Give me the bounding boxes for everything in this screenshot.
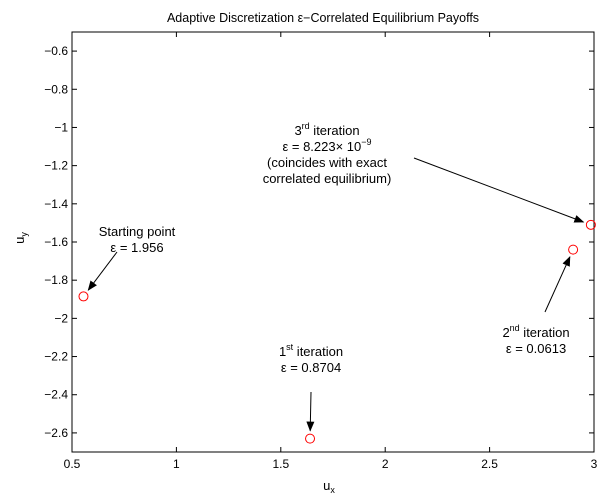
- y-tick-label: −0.6: [44, 44, 68, 58]
- tick-labels: 0.5 1 1.5 2 2.5 3 −0.6 −0.8 −1 −1.2 −1.4 −1.6 −1.8 −2…: [44, 44, 597, 471]
- y-tick-label: −2.2: [44, 350, 68, 364]
- axes: [71, 31, 595, 453]
- y-tick-label: −0.8: [44, 82, 68, 96]
- x-tick-label: 2: [382, 457, 389, 471]
- x-tick-label: 3: [591, 457, 598, 471]
- y-axis-label: uy: [12, 232, 29, 244]
- data-point: [585, 219, 596, 230]
- annotation-line: 3rd iteration: [294, 121, 359, 138]
- annotation-arrow: [306, 391, 315, 432]
- y-tick-label: −1.6: [44, 235, 68, 249]
- x-axis-label: ux: [323, 478, 335, 494]
- annotation-arrow: [544, 256, 571, 313]
- y-tick-label: −2: [54, 311, 68, 325]
- y-tick-label: −2.4: [44, 388, 68, 402]
- annotation-line: (coincides with exact: [267, 155, 387, 170]
- data-point: [305, 433, 316, 444]
- annotation-line: correlated equilibrium): [263, 171, 392, 186]
- data-point: [78, 291, 89, 302]
- annotation-line: ε = 1.956: [110, 240, 163, 255]
- y-tick-label: −1: [54, 120, 68, 134]
- y-tick-label: −1.8: [44, 273, 68, 287]
- annotation-line: ε = 8.223× 10−9: [282, 137, 371, 154]
- annotation-line: ε = 0.8704: [281, 360, 341, 375]
- y-tick-label: −1.2: [44, 159, 68, 173]
- y-tick-label: −2.6: [44, 426, 68, 440]
- y-tick-label: −1.4: [44, 197, 68, 211]
- annotation-arrow: [87, 251, 118, 291]
- annotation-arrow: [413, 157, 585, 223]
- x-tick-label: 1: [173, 457, 180, 471]
- x-tick-label: 0.5: [64, 457, 81, 471]
- annotation-line: 2nd iteration: [502, 323, 569, 340]
- annotation-line: 1st iteration: [279, 342, 343, 359]
- x-tick-label: 2.5: [481, 457, 498, 471]
- chart-title: Adaptive Discretization ε−Correlated Equ…: [167, 11, 479, 25]
- data-points: [78, 219, 596, 444]
- annotation-line: ε = 0.0613: [506, 341, 566, 356]
- annotation-line: Starting point: [99, 224, 176, 239]
- x-tick-label: 1.5: [272, 457, 289, 471]
- annotation-arrows: [87, 157, 585, 432]
- data-point: [568, 244, 579, 255]
